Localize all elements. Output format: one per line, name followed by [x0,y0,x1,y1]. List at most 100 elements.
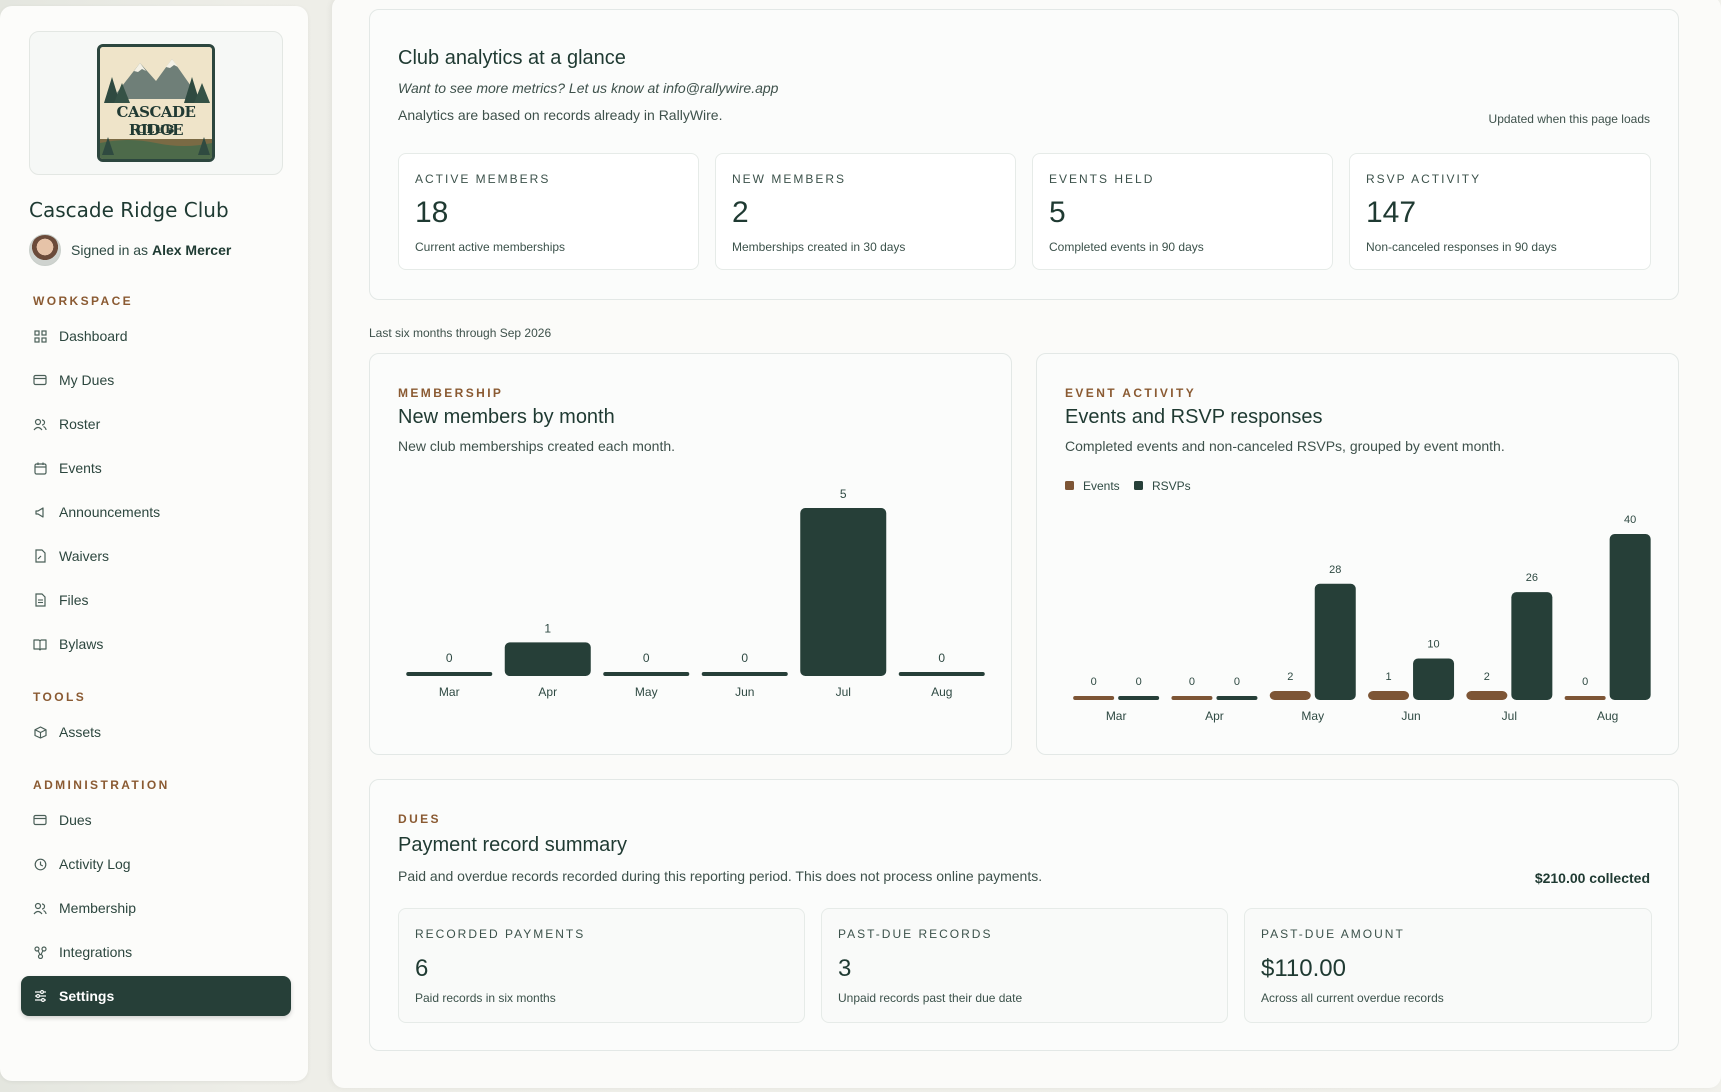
nav-item-files[interactable]: Files [21,580,291,620]
metric-card-rsvp-activity: RSVP ACTIVITY 147 Non-canceled responses… [1349,153,1651,270]
user-name: Alex Mercer [151,242,232,258]
logo-text-sub: CLUB [136,123,176,136]
tick-label-aug: Aug [1597,709,1618,723]
nav-item-events[interactable]: Events [21,448,291,488]
nav-item-dues[interactable]: Dues [21,800,291,840]
clock-icon [33,857,47,871]
card-icon [33,373,47,387]
event-activity-desc: Completed events and non-canceled RSVPs,… [1065,438,1505,454]
nav-item-my-dues[interactable]: My Dues [21,360,291,400]
metric-desc: Current active memberships [415,240,566,254]
metric-card-events-held: EVENTS HELD 5 Completed events in 90 day… [1032,153,1333,270]
nav-item-activity-log[interactable]: Activity Log [21,844,291,884]
avatar[interactable] [29,234,61,266]
metric-desc: Unpaid records past their due date [838,991,1023,1005]
metric-value: 3 [838,955,852,982]
nav-item-announcements[interactable]: Announcements [21,492,291,532]
dues-title: Payment record summary [398,834,627,856]
data-label-events-aug: 0 [1582,676,1588,688]
nav-item-assets[interactable]: Assets [21,712,291,752]
club-logo-card: CASCADE RIDGE CLUB [29,31,283,175]
tick-label-jun: Jun [735,685,754,699]
card-icon [33,813,47,827]
nav-item-roster[interactable]: Roster [21,404,291,444]
club-name: Cascade Ridge Club [29,198,229,222]
data-label-events-may: 2 [1287,671,1293,683]
feedback-note: Want to see more metrics? Let us know at… [398,80,778,96]
sliders-icon [33,989,47,1003]
nav-label: Integrations [59,944,133,960]
data-label-rsvps-may: 28 [1329,564,1341,576]
mountain-logo-art [100,47,212,159]
membership-desc: New club memberships created each month. [398,438,676,454]
feedback-email-link[interactable]: info@rallywire.app [663,80,779,96]
metric-value: 147 [1366,196,1417,229]
nav-item-membership[interactable]: Membership [21,888,291,928]
nav-label: Roster [59,416,101,432]
tick-label-may: May [1301,709,1324,723]
data-label-events-mar: 0 [1091,676,1097,688]
tick-label-jul: Jul [1502,709,1517,723]
tick-label-jun: Jun [1401,709,1420,723]
bar-apr [504,642,591,676]
bar-events-mar [1073,696,1115,700]
metric-desc: Across all current overdue records [1261,991,1444,1005]
period-label: Last six months through Sep 2026 [369,326,552,340]
metric-label: PAST-DUE AMOUNT [1261,927,1405,941]
file-sign-icon [33,549,47,563]
legend-label-events: Events [1083,479,1120,493]
metric-label: RSVP ACTIVITY [1366,172,1482,186]
metric-card-past-due-records: PAST-DUE RECORDS 3 Unpaid records past t… [821,908,1228,1023]
data-label-may: 0 [643,651,650,665]
nav-item-integrations[interactable]: Integrations [21,932,291,972]
metric-value: 2 [732,196,749,229]
event-activity-eyebrow: EVENT ACTIVITY [1065,386,1197,400]
event-activity-chart-card: EVENT ACTIVITY Events and RSVP responses… [1036,353,1679,755]
nav-label: Announcements [59,504,161,520]
metric-label: ACTIVE MEMBERS [415,172,551,186]
bar-rsvps-aug [1609,534,1651,700]
metric-card-active-members: ACTIVE MEMBERS 18 Current active members… [398,153,699,270]
data-label-rsvps-apr: 0 [1234,676,1240,688]
nav-label: Waivers [59,548,110,564]
updated-note: Updated when this page loads [1488,112,1650,126]
nav-label: Bylaws [59,636,104,652]
bar-events-aug [1564,696,1606,700]
grid-icon [33,329,47,343]
metric-value: $110.00 [1261,955,1346,982]
nav-label: Dues [59,812,92,828]
nav-item-dashboard[interactable]: Dashboard [21,316,291,356]
data-label-events-jul: 2 [1484,671,1490,683]
metric-desc: Memberships created in 30 days [732,240,906,254]
nav-item-waivers[interactable]: Waivers [21,536,291,576]
nav-label: Dashboard [59,328,128,344]
tick-label-mar: Mar [1106,709,1127,723]
bar-may [603,672,690,676]
metric-label: PAST-DUE RECORDS [838,927,993,941]
main-content: Club analytics at a glance Want to see m… [332,0,1721,1088]
logo-text-main: CASCADE RIDGE [116,103,196,139]
metric-card-recorded-payments: RECORDED PAYMENTS 6 Paid records in six … [398,908,805,1023]
data-label-jul: 5 [840,487,847,501]
nav-label: Assets [59,724,102,740]
book-icon [33,637,47,651]
metric-value: 5 [1049,196,1066,229]
membership-eyebrow: MEMBERSHIP [398,386,504,400]
signed-in-status: Signed in as Alex Mercer [29,234,231,266]
legend-swatch-rsvps [1134,481,1143,490]
overview-title: Club analytics at a glance [398,47,626,69]
file-icon [33,593,47,607]
nav-item-settings[interactable]: Settings [21,976,291,1016]
metric-card-past-due-amount: PAST-DUE AMOUNT $110.00 Across all curre… [1244,908,1652,1023]
feedback-text: Want to see more metrics? Let us know at [398,80,664,96]
bar-jul [800,508,887,676]
box-icon [33,725,47,739]
metric-desc: Completed events in 90 days [1049,240,1204,254]
dues-collected: $210.00 collected [1534,870,1650,886]
metric-label: EVENTS HELD [1049,172,1155,186]
tick-label-mar: Mar [439,685,460,699]
nav-item-bylaws[interactable]: Bylaws [21,624,291,664]
nav-label: Files [59,592,89,608]
tick-label-apr: Apr [538,685,557,699]
data-label-events-apr: 0 [1189,676,1195,688]
